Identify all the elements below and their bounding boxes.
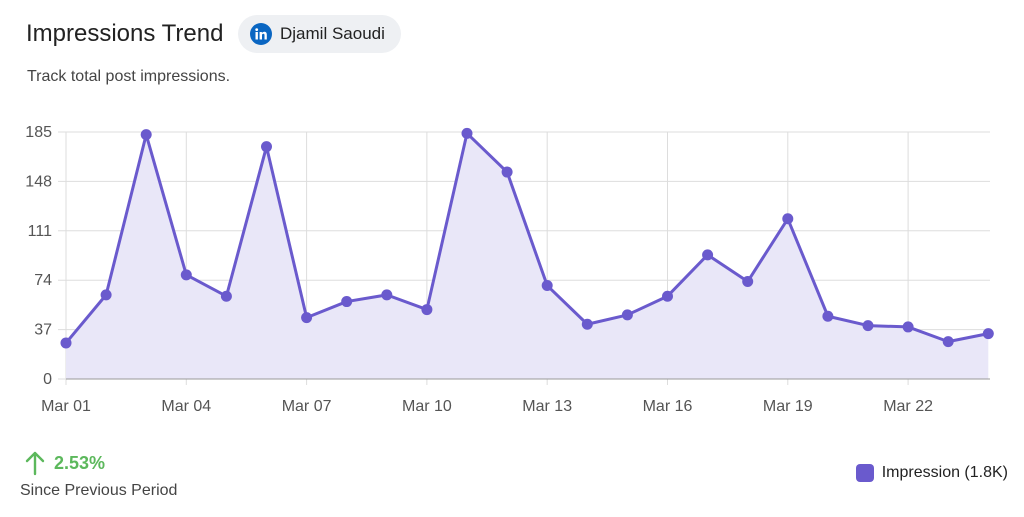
data-point: [742, 276, 754, 288]
data-point: [381, 289, 393, 301]
y-tick-label: 185: [25, 124, 52, 141]
data-point: [862, 320, 874, 332]
x-tick-label: Mar 13: [522, 398, 572, 415]
x-tick-label: Mar 10: [402, 398, 452, 415]
linkedin-icon: [250, 23, 272, 45]
x-tick-label: Mar 19: [763, 398, 813, 415]
y-tick-label: 0: [43, 371, 52, 388]
data-point: [180, 269, 192, 281]
data-point: [982, 328, 994, 340]
since-label: Since Previous Period: [20, 482, 178, 499]
chart-subtitle: Track total post impressions.: [27, 68, 231, 85]
y-tick-label: 111: [28, 223, 52, 240]
x-tick-label: Mar 22: [883, 398, 933, 415]
data-point: [261, 141, 272, 153]
data-point: [501, 166, 513, 178]
period-change: 2.53%: [24, 450, 105, 476]
data-point: [822, 310, 834, 322]
data-point: [621, 309, 633, 321]
y-tick-label: 74: [34, 272, 52, 289]
arrow-up-icon: [25, 451, 45, 476]
x-tick-label: Mar 04: [161, 398, 211, 415]
data-point: [942, 336, 954, 348]
chart-legend[interactable]: Impression (1.8K): [855, 464, 1008, 482]
series-area: [66, 133, 989, 379]
x-tick-label: Mar 07: [282, 398, 332, 415]
data-point: [301, 312, 313, 324]
data-point: [541, 280, 553, 292]
series-line: [64, 131, 989, 344]
change-value: 2.53%: [54, 452, 106, 473]
data-point: [902, 321, 914, 333]
y-tick-label: 148: [25, 173, 52, 190]
x-tick-label: Mar 01: [41, 398, 91, 415]
data-point: [461, 127, 473, 139]
legend-swatch: [855, 464, 874, 482]
data-point: [60, 337, 72, 349]
chart-title: Impressions Trend: [26, 20, 224, 47]
account-name: Djamil Saoudi: [280, 24, 385, 43]
account-chip[interactable]: Djamil Saoudi: [238, 15, 401, 53]
y-tick-label: 37: [34, 322, 52, 339]
x-tick-label: Mar 16: [643, 398, 693, 415]
data-point: [140, 129, 152, 141]
legend-label: Impression (1.8K): [881, 464, 1008, 481]
data-point: [341, 296, 353, 308]
data-point: [421, 304, 433, 316]
data-point: [100, 289, 112, 301]
impressions-chart: 0 37 74 111 148 185 Mar 01 Mar 04 Mar 07 Mar 10 Ma…: [25, 124, 994, 415]
data-point: [702, 249, 714, 261]
data-point: [220, 290, 232, 302]
data-point: [782, 213, 794, 225]
data-point: [581, 318, 593, 330]
data-point: [662, 290, 673, 302]
